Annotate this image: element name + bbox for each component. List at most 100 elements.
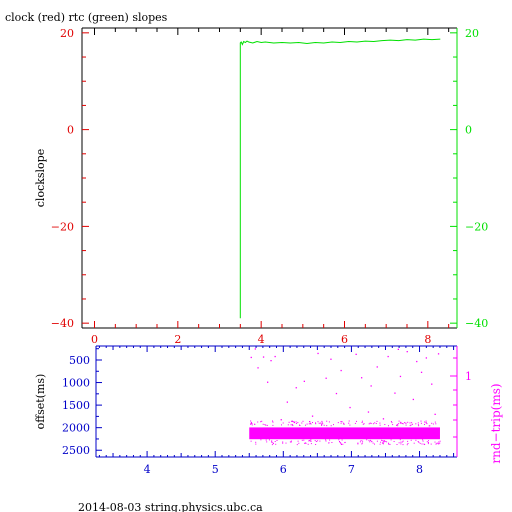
- scatter-point: [294, 422, 295, 424]
- scatter-point: [321, 424, 323, 426]
- top-y-tick-label-right: 20: [465, 27, 479, 40]
- scatter-point: [386, 441, 388, 443]
- scatter-point: [335, 392, 338, 395]
- scatter-point: [325, 377, 327, 379]
- scatter-point: [292, 425, 294, 426]
- top-y-tick-label-right: −40: [465, 317, 488, 330]
- scatter-point: [361, 443, 363, 445]
- scatter-point: [312, 422, 313, 423]
- scatter-point: [368, 423, 370, 425]
- scatter-point: [374, 422, 376, 424]
- scatter-point: [435, 443, 437, 445]
- bottom-y-tick-label-left: 2000: [62, 422, 90, 435]
- scatter-point: [437, 353, 440, 355]
- scatter-point: [402, 440, 404, 442]
- bottom-x-tick-label: 6: [280, 463, 287, 476]
- scatter-point: [434, 413, 436, 415]
- scatter-point: [260, 439, 262, 441]
- scatter-point: [367, 411, 370, 413]
- scatter-point: [315, 441, 317, 442]
- scatter-point: [389, 443, 391, 445]
- scatter-point: [348, 420, 350, 422]
- series-line-0: [239, 38, 441, 319]
- scatter-point: [432, 423, 434, 425]
- scatter-point: [424, 421, 426, 423]
- scatter-point: [264, 424, 266, 426]
- scatter-point: [340, 422, 342, 424]
- bottom-y-tick-label-right: 1: [465, 370, 472, 383]
- scatter-point: [291, 420, 293, 422]
- scatter-point: [272, 424, 274, 426]
- scatter-point: [339, 441, 340, 442]
- scatter-point: [383, 441, 385, 443]
- scatter-point: [398, 442, 400, 444]
- scatter-point: [348, 422, 350, 424]
- scatter-point: [254, 423, 256, 425]
- scatter-point: [422, 439, 424, 441]
- scatter-point: [315, 422, 316, 424]
- scatter-point: [281, 424, 282, 426]
- scatter-point: [436, 443, 438, 445]
- scatter-point: [322, 423, 324, 425]
- scatter-point: [369, 422, 371, 424]
- scatter-point: [384, 441, 386, 442]
- scatter-point: [309, 421, 311, 423]
- scatter-point: [314, 440, 316, 442]
- scatter-point: [390, 421, 392, 422]
- scatter-point: [302, 420, 304, 422]
- bottom-right-axis-label: rnd−trip(ms): [489, 383, 503, 463]
- scatter-point: [406, 351, 408, 353]
- scatter-point: [419, 442, 421, 444]
- scatter-point: [250, 420, 252, 422]
- scatter-point: [285, 442, 287, 444]
- scatter-point: [272, 420, 273, 422]
- scatter-point: [271, 441, 273, 443]
- top-plot: 0 2 4 6 8 20 0 −20 −40 20 0 −20 −40 clockslope: [34, 27, 488, 346]
- scatter-point: [404, 422, 406, 424]
- scatter-point: [396, 424, 397, 426]
- scatter-point: [254, 348, 256, 350]
- top-x-tick-label: 6: [341, 333, 348, 346]
- scatter-point: [341, 421, 343, 423]
- top-y-tick-label-right: 0: [465, 124, 472, 137]
- scatter-point: [310, 441, 312, 442]
- scatter-point: [394, 392, 396, 394]
- scatter-point: [325, 439, 327, 441]
- scatter-point: [362, 423, 364, 425]
- scatter-point: [357, 443, 359, 445]
- scatter-point: [410, 424, 412, 426]
- scatter-point: [387, 355, 389, 358]
- scatter-point: [438, 443, 440, 445]
- scatter-point: [331, 442, 333, 443]
- scatter-point: [391, 422, 393, 424]
- scatter-point: [375, 423, 377, 424]
- scatter-point: [411, 422, 413, 424]
- scatter-point: [388, 442, 389, 444]
- scatter-point: [321, 420, 323, 422]
- scatter-point: [342, 443, 344, 445]
- scatter-point: [420, 422, 422, 424]
- scatter-point: [407, 421, 409, 423]
- scatter-point: [422, 440, 424, 442]
- scatter-point: [431, 422, 433, 424]
- scatter-point: [392, 424, 394, 426]
- scatter-point: [427, 442, 429, 443]
- scatter-point: [426, 441, 428, 443]
- scatter-point: [370, 422, 372, 424]
- scatter-point: [308, 423, 310, 425]
- scatter-point: [341, 439, 343, 441]
- scatter-point: [328, 442, 330, 444]
- scatter-point: [425, 420, 427, 422]
- scatter-point: [304, 442, 306, 444]
- scatter-point: [410, 439, 412, 441]
- scatter-point: [425, 422, 427, 423]
- scatter-point: [282, 441, 284, 443]
- scatter-point: [374, 443, 375, 445]
- scatter-point: [424, 444, 426, 445]
- scatter-point: [297, 440, 299, 442]
- scatter-point: [250, 356, 252, 359]
- scatter-point: [330, 358, 332, 360]
- scatter-point: [274, 441, 276, 442]
- scatter-point: [400, 421, 402, 423]
- top-y-tick-label-left: 20: [60, 27, 74, 40]
